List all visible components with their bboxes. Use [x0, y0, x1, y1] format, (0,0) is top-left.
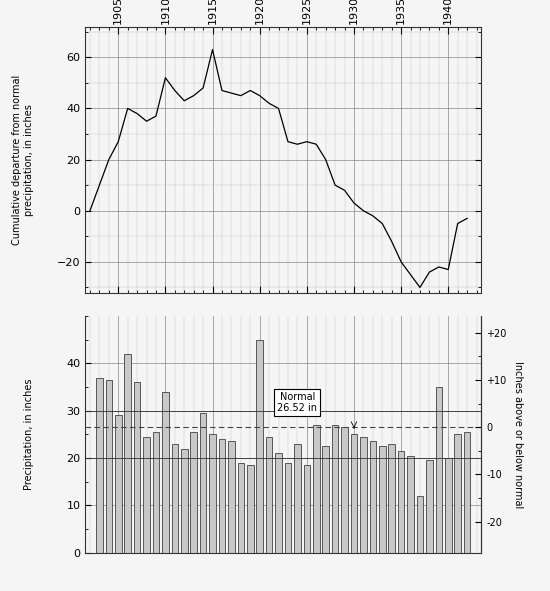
Bar [388, 444, 395, 553]
Bar [266, 437, 272, 553]
Bar [247, 465, 254, 553]
Bar [143, 437, 150, 553]
Bar [285, 463, 292, 553]
Bar [115, 415, 122, 553]
Bar [172, 444, 178, 553]
Bar [454, 434, 461, 553]
Bar [162, 392, 169, 553]
Bar [256, 340, 263, 553]
Bar [153, 432, 159, 553]
Bar [398, 451, 404, 553]
Y-axis label: Cumulative departure from normal
precipitation, in inches: Cumulative departure from normal precipi… [12, 74, 34, 245]
Bar [341, 427, 348, 553]
Bar [332, 425, 338, 553]
Bar [322, 446, 329, 553]
Bar [426, 460, 433, 553]
Bar [181, 449, 188, 553]
Bar [370, 441, 376, 553]
Bar [209, 434, 216, 553]
Bar [190, 432, 197, 553]
Bar [294, 444, 301, 553]
Bar [313, 425, 320, 553]
Bar [351, 434, 358, 553]
Bar [106, 380, 112, 553]
Bar [275, 453, 282, 553]
Text: Normal
26.52 in: Normal 26.52 in [277, 391, 317, 413]
Bar [436, 387, 442, 553]
Bar [360, 437, 367, 553]
Y-axis label: Precipitation, in inches: Precipitation, in inches [24, 379, 34, 490]
Bar [238, 463, 244, 553]
Bar [96, 378, 103, 553]
Bar [124, 354, 131, 553]
Bar [304, 465, 310, 553]
Y-axis label: Inches above or below normal: Inches above or below normal [514, 361, 524, 508]
Bar [219, 439, 225, 553]
Bar [464, 432, 470, 553]
Bar [228, 441, 235, 553]
Bar [407, 456, 414, 553]
Bar [379, 446, 386, 553]
Bar [134, 382, 140, 553]
Bar [445, 458, 452, 553]
Bar [417, 496, 424, 553]
Bar [200, 413, 206, 553]
